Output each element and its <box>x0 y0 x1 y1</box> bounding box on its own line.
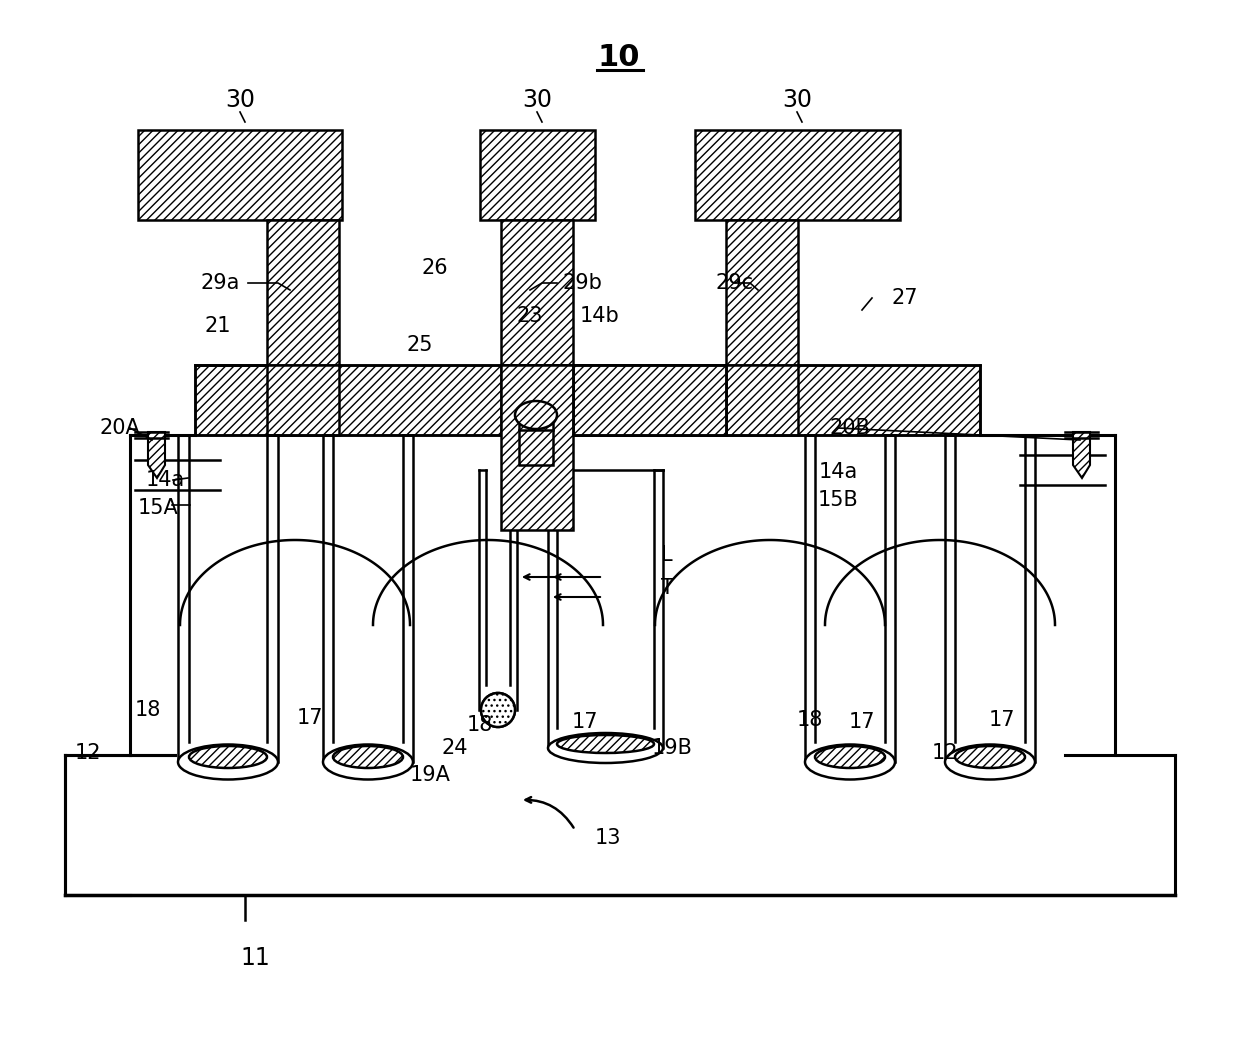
Text: 18: 18 <box>467 715 493 735</box>
FancyBboxPatch shape <box>695 130 900 220</box>
Text: 30: 30 <box>225 88 255 112</box>
Text: 17: 17 <box>989 710 1015 730</box>
FancyBboxPatch shape <box>519 415 553 465</box>
Ellipse shape <box>333 746 403 768</box>
Text: 14a: 14a <box>145 470 185 490</box>
Ellipse shape <box>178 744 278 779</box>
Ellipse shape <box>805 744 895 779</box>
Text: 30: 30 <box>522 88 553 112</box>
Text: 21: 21 <box>204 316 232 336</box>
FancyBboxPatch shape <box>479 130 595 220</box>
Ellipse shape <box>515 401 558 429</box>
Text: T: T <box>660 578 674 598</box>
Ellipse shape <box>323 744 413 779</box>
Text: L: L <box>662 545 673 565</box>
Text: 13: 13 <box>595 828 621 848</box>
Text: 24: 24 <box>442 738 468 758</box>
Text: 17: 17 <box>849 712 875 732</box>
FancyBboxPatch shape <box>572 365 726 435</box>
Text: 17: 17 <box>571 712 598 732</box>
Text: 19B: 19B <box>652 738 693 758</box>
Text: 12: 12 <box>932 743 958 763</box>
Text: 18: 18 <box>135 700 161 720</box>
FancyBboxPatch shape <box>266 220 339 365</box>
Text: 20A: 20A <box>99 418 140 438</box>
FancyBboxPatch shape <box>195 365 980 435</box>
Text: 10: 10 <box>597 43 641 72</box>
Text: 18: 18 <box>797 710 823 730</box>
Text: 20B: 20B <box>830 418 870 438</box>
Text: 23: 23 <box>517 306 543 326</box>
FancyBboxPatch shape <box>138 130 342 220</box>
Circle shape <box>481 693 515 727</box>
Ellipse shape <box>955 746 1025 768</box>
Text: 19A: 19A <box>410 765 451 785</box>
Ellipse shape <box>815 746 885 768</box>
FancyBboxPatch shape <box>501 220 572 365</box>
Text: 26: 26 <box>421 258 449 278</box>
Ellipse shape <box>945 744 1035 779</box>
Text: 15B: 15B <box>818 490 859 510</box>
Text: 30: 30 <box>782 88 812 112</box>
Text: 25: 25 <box>406 335 434 355</box>
Polygon shape <box>147 432 165 478</box>
Ellipse shape <box>190 746 266 768</box>
Text: 12: 12 <box>74 743 102 763</box>
Ellipse shape <box>548 733 663 763</box>
FancyBboxPatch shape <box>501 365 572 530</box>
Text: 27: 27 <box>892 288 918 308</box>
Text: 14a: 14a <box>819 462 857 482</box>
Text: 15A: 15A <box>138 498 178 518</box>
Text: 17: 17 <box>297 708 323 728</box>
Circle shape <box>481 693 515 727</box>
FancyBboxPatch shape <box>266 365 339 435</box>
Text: 11: 11 <box>240 946 270 970</box>
FancyBboxPatch shape <box>726 365 798 435</box>
Text: 29c: 29c <box>716 273 755 293</box>
Text: 14b: 14b <box>580 306 620 326</box>
Text: 29a: 29a <box>201 273 240 293</box>
Text: 29b: 29b <box>563 273 603 293</box>
FancyBboxPatch shape <box>266 365 339 435</box>
FancyBboxPatch shape <box>726 220 798 365</box>
Ellipse shape <box>558 735 654 753</box>
FancyBboxPatch shape <box>501 365 572 435</box>
Polygon shape <box>1073 432 1090 478</box>
